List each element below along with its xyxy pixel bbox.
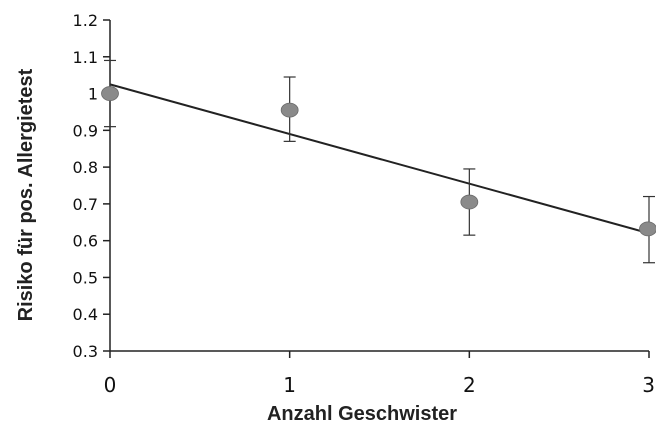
y-tick-label: 0.6 — [73, 232, 98, 251]
x-axis-ticks: 0 1 2 3 — [104, 351, 655, 397]
trend-line — [109, 83, 650, 235]
y-tick-label: 1 — [88, 85, 98, 104]
x-tick-label: 2 — [463, 373, 476, 397]
data-points — [101, 86, 656, 237]
y-tick-label: 0.7 — [73, 195, 98, 214]
y-tick-label: 0.3 — [73, 342, 98, 361]
y-axis-ticks: 0.3 0.4 0.5 0.6 0.7 0.8 0.9 1 1.1 1.2 — [73, 11, 110, 361]
y-tick-label: 0.5 — [73, 268, 98, 287]
x-tick-label: 1 — [283, 373, 296, 397]
error-bars — [104, 59, 655, 264]
x-tick-label: 3 — [642, 373, 655, 397]
x-axis-title: Anzahl Geschwister — [267, 403, 457, 425]
y-tick-label: 0.9 — [73, 121, 98, 140]
y-axis-title: Risiko für pos. Allergietest — [15, 68, 37, 321]
data-point — [460, 194, 479, 210]
x-tick-label: 0 — [104, 373, 117, 397]
data-point — [280, 102, 299, 118]
data-point — [101, 86, 119, 101]
data-point — [639, 221, 656, 237]
y-tick-label: 0.8 — [73, 158, 98, 177]
y-tick-label: 0.4 — [73, 305, 98, 324]
y-tick-label: 1.2 — [73, 11, 98, 30]
axes — [109, 20, 649, 352]
trend-line-group — [109, 83, 650, 235]
y-tick-label: 1.1 — [73, 48, 98, 67]
